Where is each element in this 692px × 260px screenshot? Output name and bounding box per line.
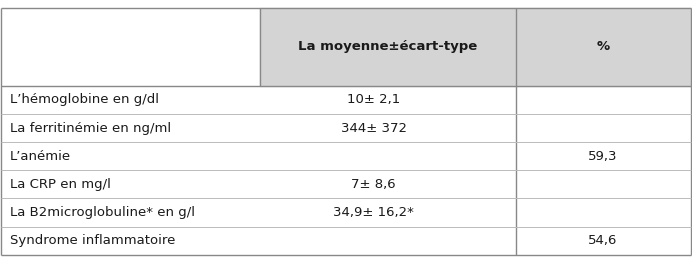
Text: Syndrome inflammatoire: Syndrome inflammatoire bbox=[10, 234, 175, 247]
Text: La moyenne±écart-type: La moyenne±écart-type bbox=[298, 40, 477, 53]
Text: La CRP en mg/l: La CRP en mg/l bbox=[10, 178, 111, 191]
Text: 54,6: 54,6 bbox=[588, 234, 618, 247]
Text: 344± 372: 344± 372 bbox=[340, 122, 407, 135]
Text: 34,9± 16,2*: 34,9± 16,2* bbox=[334, 206, 414, 219]
Text: L’hémoglobine en g/dl: L’hémoglobine en g/dl bbox=[10, 93, 158, 106]
Text: La B2microglobuline* en g/l: La B2microglobuline* en g/l bbox=[10, 206, 194, 219]
Text: %: % bbox=[597, 40, 610, 53]
Bar bbox=[260, 8, 691, 86]
Text: 59,3: 59,3 bbox=[588, 150, 618, 163]
Text: 7± 8,6: 7± 8,6 bbox=[352, 178, 396, 191]
Text: L’anémie: L’anémie bbox=[10, 150, 71, 163]
Text: La ferritinémie en ng/ml: La ferritinémie en ng/ml bbox=[10, 122, 171, 135]
Text: 10± 2,1: 10± 2,1 bbox=[347, 93, 400, 106]
